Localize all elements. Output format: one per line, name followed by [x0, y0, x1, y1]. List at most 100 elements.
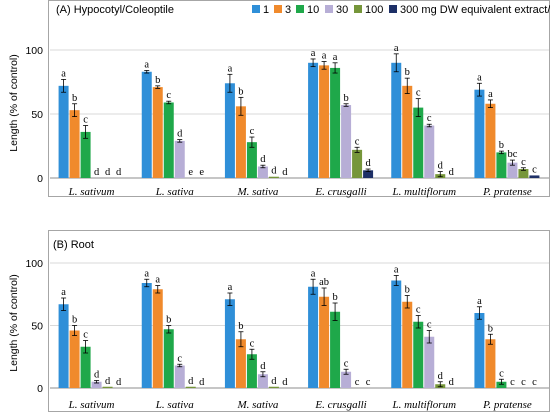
legend-swatch-1 — [252, 5, 260, 13]
panel-b-significance-label: b — [332, 292, 337, 303]
panel-a-significance-label: a — [477, 72, 482, 83]
panel-a-category-label: E. crusgalli — [314, 186, 366, 198]
panel-b-bar — [257, 374, 268, 388]
panel-a-category-label: P. pratense — [482, 186, 532, 198]
panel-a-significance-label: a — [61, 68, 66, 79]
panel-b-bar — [330, 311, 341, 388]
panel-b-bar — [413, 321, 424, 388]
panel-a-title: (A) Hypocotyl/Coleoptile — [56, 4, 174, 16]
panel-b-bar — [308, 286, 319, 388]
panel-b-significance-label: a — [477, 296, 482, 307]
panel-a-category-label: L. sativum — [68, 186, 115, 198]
panel-b-bar — [102, 386, 113, 388]
panel-b-bar — [424, 336, 435, 388]
panel-a-bar — [58, 85, 69, 178]
legend-swatch-3 — [274, 5, 282, 13]
panel-b-bar — [496, 381, 507, 388]
panel-b-significance-label: d — [188, 376, 194, 387]
panel-b-category-label: M. sativa — [236, 399, 278, 411]
panel-b-significance-label: a — [228, 282, 233, 293]
panel-a-bar — [319, 65, 330, 178]
panel-b-bar — [174, 365, 185, 388]
panel-a-significance-label: d — [271, 166, 277, 177]
panel-b-bar — [246, 354, 257, 388]
panel-a-bar — [152, 87, 163, 178]
panel-a-bar — [257, 166, 268, 178]
panel-b-bar — [474, 313, 485, 388]
panel-b-significance-label: a — [144, 268, 149, 279]
panel-a-significance-label: c — [416, 88, 421, 99]
panel-a-significance-label: b — [405, 67, 410, 78]
panel-a-bar — [529, 175, 540, 178]
panel-a-bar — [496, 152, 507, 178]
panel-b-significance-label: a — [61, 287, 66, 298]
legend-label-3: 3 — [285, 4, 291, 16]
panel-a-bar — [80, 131, 91, 178]
legend-swatch-300 — [389, 5, 397, 13]
panel-b-category-label: L. multiflorum — [391, 399, 456, 411]
legend-label-1: 1 — [263, 4, 269, 16]
panel-b-significance-label: c — [177, 353, 182, 364]
panel-b-significance-label: d — [116, 377, 122, 388]
panel-a-bar — [413, 107, 424, 178]
legend-swatch-100 — [354, 5, 362, 13]
panel-b-bar — [58, 304, 69, 388]
panel-b-significance-label: b — [72, 315, 77, 326]
panel-b-significance-label: d — [271, 376, 277, 387]
panel-a-bar — [391, 62, 402, 178]
panel-a-bar — [141, 71, 152, 178]
legend-label-10: 10 — [307, 4, 319, 16]
panel-a-significance-label: a — [394, 43, 399, 54]
panel-a-significance-label: b — [238, 86, 243, 97]
panel-b-significance-label: b — [488, 323, 493, 334]
panel-a-bar — [246, 142, 257, 178]
panel-a-category-label: L. sativa — [155, 186, 194, 198]
panel-a-bar — [224, 83, 235, 178]
panel-b-y-axis-label: Length (% of control) — [8, 274, 20, 371]
panel-b-y-tick-label: 50 — [31, 321, 43, 333]
panel-b-significance-label: c — [250, 338, 255, 349]
panel-a-significance-label: bc — [507, 149, 517, 160]
panel-b-bar — [485, 339, 496, 388]
panel-a-significance-label: d — [177, 129, 183, 140]
panel-b-significance-label: c — [510, 377, 515, 388]
panel-a-significance-label: d — [260, 154, 266, 165]
panel-a-significance-label: d — [282, 167, 288, 178]
panel-b-bar — [391, 280, 402, 388]
panel-a-bar — [507, 162, 518, 178]
panel-a-significance-label: c — [427, 113, 432, 124]
panel-b-bar — [319, 296, 330, 388]
panel-b-bar — [152, 289, 163, 388]
panel-a-significance-label: c — [532, 164, 537, 175]
panel-b-bar — [268, 386, 279, 388]
panel-a-bar — [330, 67, 341, 178]
panel-a-significance-label: a — [311, 48, 316, 59]
panel-b-significance-label: b — [166, 315, 171, 326]
legend-label-300: 300 mg DW equivalent extract/mL — [400, 4, 550, 16]
panel-a-bar — [235, 106, 246, 178]
panel-b-significance-label: ab — [319, 277, 329, 288]
panel-b-bar — [402, 301, 413, 388]
panel-a-significance-label: c — [83, 115, 88, 126]
panel-a-significance-label: b — [72, 93, 77, 104]
panel-b-significance-label: b — [405, 285, 410, 296]
panel-a-bar — [268, 176, 279, 178]
panel-b-category-label: L. sativa — [155, 399, 194, 411]
panel-a-bar — [402, 85, 413, 178]
legend-label-30: 30 — [336, 4, 348, 16]
panel-b-significance-label: d — [449, 377, 455, 388]
panel-b-bar — [80, 346, 91, 388]
panel-b-y-tick-label: 0 — [37, 383, 43, 395]
panel-a-significance-label: e — [188, 167, 193, 178]
panel-b-bar — [185, 386, 196, 388]
panel-a-significance-label: b — [343, 93, 348, 104]
panel-b-category-label: P. pratense — [482, 399, 532, 411]
panel-a-bar — [474, 89, 485, 178]
panel-a-bar — [174, 140, 185, 178]
panel-a-bar — [363, 170, 374, 178]
panel-a-significance-label: d — [449, 167, 455, 178]
panel-b-significance-label: d — [199, 377, 205, 388]
panel-a-significance-label: d — [365, 158, 371, 169]
